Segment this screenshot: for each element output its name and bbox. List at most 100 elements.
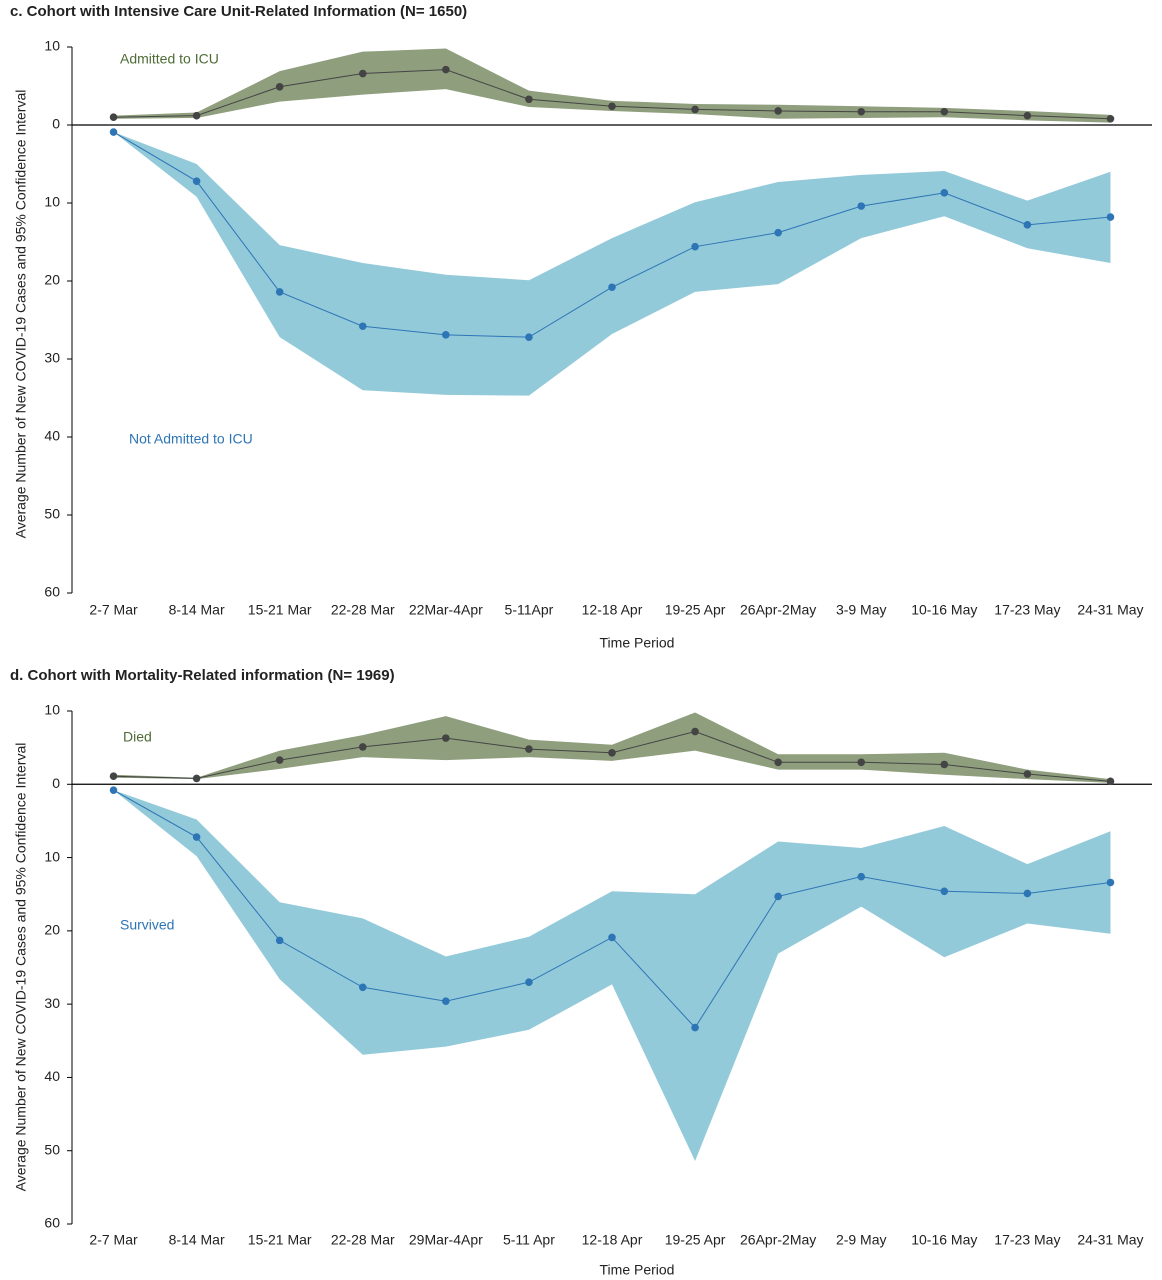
data-point bbox=[192, 177, 201, 185]
data-point bbox=[275, 756, 284, 764]
data-point bbox=[275, 936, 284, 945]
confidence-band bbox=[113, 712, 1111, 783]
x-tick-label: 26Apr-2May bbox=[740, 1232, 816, 1248]
confidence-band bbox=[113, 132, 1111, 396]
data-point bbox=[109, 113, 118, 121]
y-tick-label: 30 bbox=[44, 995, 60, 1011]
x-axis-title: Time Period bbox=[600, 635, 675, 651]
data-point bbox=[109, 772, 118, 781]
y-tick-label: 10 bbox=[44, 702, 60, 718]
data-point bbox=[1023, 111, 1032, 120]
data-point bbox=[691, 1023, 699, 1032]
data-point bbox=[1023, 889, 1032, 898]
data-point bbox=[109, 128, 118, 136]
data-point bbox=[857, 872, 866, 881]
y-axis-title: Average Number of New COVID-19 Cases and… bbox=[13, 743, 29, 1192]
x-tick-label: 12-18 Apr bbox=[582, 1232, 643, 1248]
data-point bbox=[857, 758, 866, 767]
data-point bbox=[608, 102, 616, 111]
data-point bbox=[442, 331, 450, 339]
x-tick-label: 2-7 Mar bbox=[89, 1232, 138, 1248]
y-tick-label: 0 bbox=[52, 775, 60, 791]
series-label: Admitted to ICU bbox=[120, 51, 219, 67]
x-tick-label: 22-28 Mar bbox=[331, 602, 395, 618]
x-tick-label: 24-31 May bbox=[1077, 1232, 1143, 1248]
data-point bbox=[525, 745, 533, 753]
data-point bbox=[857, 202, 866, 210]
x-tick-label: 2-7 Mar bbox=[89, 602, 138, 618]
y-tick-label: 50 bbox=[44, 506, 60, 522]
x-tick-label: 26Apr-2May bbox=[740, 602, 816, 618]
data-point bbox=[608, 748, 616, 757]
data-point bbox=[442, 734, 450, 742]
data-point bbox=[525, 978, 533, 986]
data-point bbox=[1023, 770, 1032, 778]
data-point bbox=[1106, 213, 1115, 221]
data-point bbox=[1106, 114, 1115, 123]
data-point bbox=[525, 95, 533, 104]
data-point bbox=[940, 760, 949, 769]
x-axis-title: Time Period bbox=[600, 1262, 675, 1278]
data-point bbox=[691, 242, 699, 251]
data-point bbox=[691, 105, 699, 114]
x-tick-label: 17-23 May bbox=[994, 1232, 1060, 1248]
data-point bbox=[192, 111, 201, 120]
series-label: Survived bbox=[120, 917, 174, 933]
y-tick-label: 20 bbox=[44, 922, 60, 938]
data-point bbox=[940, 887, 949, 896]
data-point bbox=[940, 189, 949, 197]
y-tick-label: 10 bbox=[44, 38, 60, 54]
chart-title: c. Cohort with Intensive Care Unit-Relat… bbox=[10, 3, 467, 20]
x-tick-label: 15-21 Mar bbox=[248, 1232, 312, 1248]
data-point bbox=[608, 283, 616, 292]
x-tick-label: 24-31 May bbox=[1077, 602, 1143, 618]
x-tick-label: 8-14 Mar bbox=[169, 1232, 225, 1248]
x-tick-label: 2-9 May bbox=[836, 1232, 887, 1248]
data-point bbox=[109, 786, 118, 794]
y-tick-label: 40 bbox=[44, 1068, 60, 1084]
data-point bbox=[358, 322, 367, 331]
data-point bbox=[1106, 777, 1115, 786]
data-point bbox=[358, 983, 367, 992]
x-tick-label: 22-28 Mar bbox=[331, 1232, 395, 1248]
y-axis-title: Average Number of New COVID-19 Cases and… bbox=[13, 90, 29, 539]
x-tick-label: 5-11Apr bbox=[505, 602, 554, 618]
y-tick-label: 60 bbox=[44, 1215, 60, 1231]
data-point bbox=[774, 107, 782, 115]
x-tick-label: 10-16 May bbox=[911, 1232, 977, 1248]
x-tick-label: 3-9 May bbox=[836, 602, 887, 618]
y-tick-label: 60 bbox=[44, 584, 60, 600]
y-tick-label: 10 bbox=[44, 194, 60, 210]
data-point bbox=[1106, 878, 1115, 887]
x-tick-label: 19-25 Apr bbox=[665, 602, 726, 618]
confidence-band bbox=[113, 790, 1111, 1161]
data-point bbox=[774, 228, 782, 237]
data-point bbox=[275, 82, 284, 91]
y-tick-label: 20 bbox=[44, 272, 60, 288]
x-tick-label: 12-18 Apr bbox=[582, 602, 643, 618]
data-point bbox=[857, 107, 866, 116]
x-tick-label: 22Mar-4Apr bbox=[409, 602, 483, 618]
series-label: Not Admitted to ICU bbox=[129, 431, 253, 447]
data-point bbox=[442, 65, 450, 74]
data-point bbox=[358, 743, 367, 751]
data-point bbox=[774, 758, 782, 767]
data-point bbox=[774, 892, 782, 901]
data-point bbox=[192, 833, 201, 841]
x-tick-label: 10-16 May bbox=[911, 602, 977, 618]
x-tick-label: 5-11 Apr bbox=[503, 1232, 555, 1248]
x-tick-label: 19-25 Apr bbox=[665, 1232, 726, 1248]
confidence-band bbox=[113, 48, 1111, 123]
data-point bbox=[525, 333, 533, 341]
data-point bbox=[358, 69, 367, 78]
x-tick-label: 17-23 May bbox=[994, 602, 1060, 618]
y-tick-label: 40 bbox=[44, 428, 60, 444]
data-point bbox=[275, 288, 284, 296]
y-tick-label: 10 bbox=[44, 848, 60, 864]
data-point bbox=[192, 774, 201, 783]
data-point bbox=[1023, 221, 1032, 229]
x-tick-label: 29Mar-4Apr bbox=[409, 1232, 483, 1248]
y-tick-label: 50 bbox=[44, 1141, 60, 1157]
y-tick-label: 0 bbox=[52, 116, 60, 132]
